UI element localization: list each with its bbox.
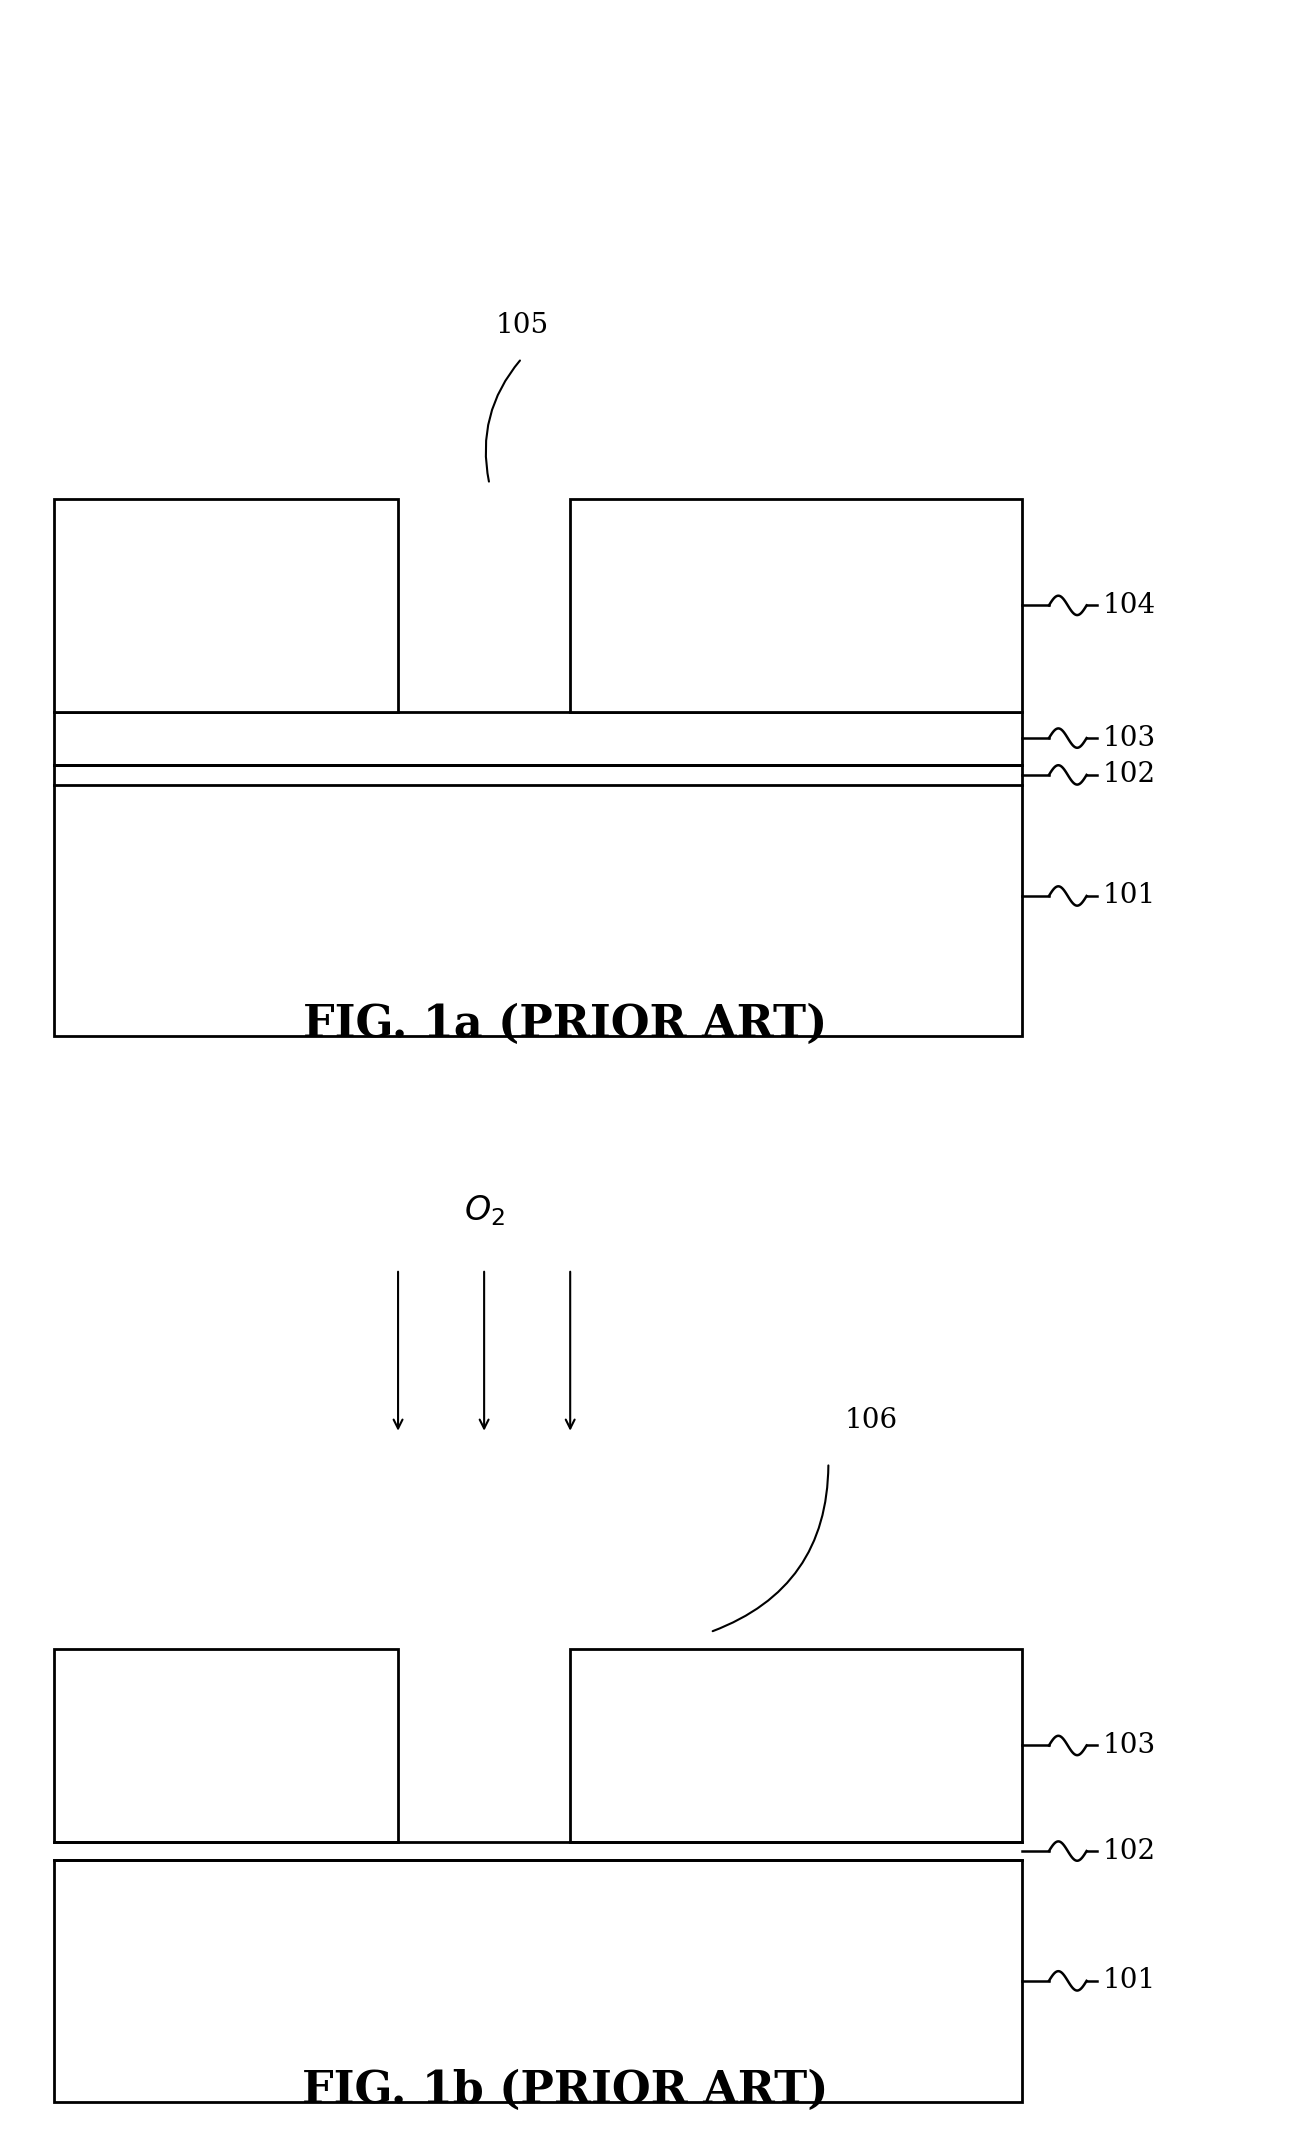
Text: $O_2$: $O_2$ xyxy=(463,1193,505,1227)
Bar xyxy=(54,1860,1022,2101)
Bar xyxy=(54,499,398,712)
Bar xyxy=(54,765,1022,1036)
Text: 105: 105 xyxy=(496,311,549,339)
Bar xyxy=(571,499,1022,712)
Text: 101: 101 xyxy=(1103,1967,1155,1995)
Bar xyxy=(54,1649,398,1843)
Text: FIG. 1a (PRIOR ART): FIG. 1a (PRIOR ART) xyxy=(302,1004,828,1046)
Text: 102: 102 xyxy=(1103,761,1155,788)
Text: 103: 103 xyxy=(1103,725,1155,752)
Bar xyxy=(571,1649,1022,1843)
Text: 104: 104 xyxy=(1103,592,1155,618)
Bar xyxy=(54,712,1022,765)
Text: 101: 101 xyxy=(1103,882,1155,910)
Text: 103: 103 xyxy=(1103,1733,1155,1758)
Text: 102: 102 xyxy=(1103,1837,1155,1865)
Text: 106: 106 xyxy=(844,1406,899,1434)
Text: FIG. 1b (PRIOR ART): FIG. 1b (PRIOR ART) xyxy=(302,2069,828,2112)
